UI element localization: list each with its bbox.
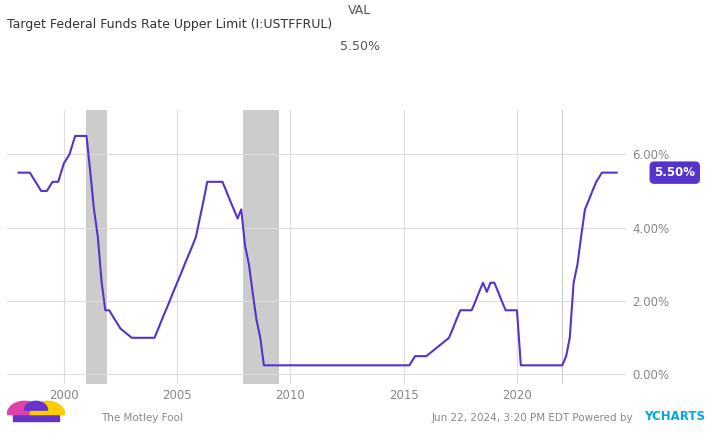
Text: Target Federal Funds Rate Upper Limit (I:USTFFRUL): Target Federal Funds Rate Upper Limit (I… xyxy=(7,18,333,30)
Text: The Motley Fool: The Motley Fool xyxy=(101,413,183,423)
Bar xyxy=(243,110,279,384)
Wedge shape xyxy=(30,401,65,415)
Text: 5.50%: 5.50% xyxy=(340,40,380,52)
Wedge shape xyxy=(7,401,42,415)
Wedge shape xyxy=(24,401,48,410)
Bar xyxy=(86,110,107,384)
Text: VAL: VAL xyxy=(348,4,372,17)
Text: YCHARTS: YCHARTS xyxy=(644,411,706,423)
Bar xyxy=(13,415,59,421)
Text: 5.50%: 5.50% xyxy=(654,166,696,179)
Text: Jun 22, 2024, 3:20 PM EDT Powered by: Jun 22, 2024, 3:20 PM EDT Powered by xyxy=(432,413,637,423)
